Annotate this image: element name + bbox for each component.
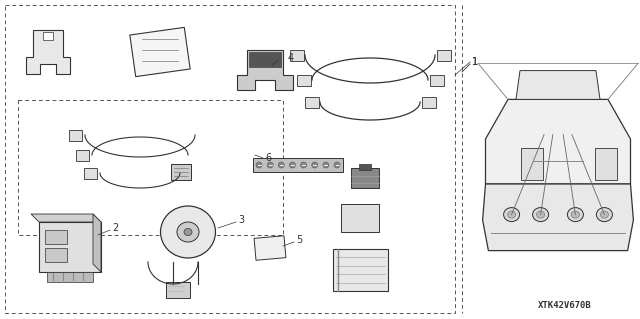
- Text: 1: 1: [472, 57, 478, 67]
- Bar: [18, 100, 283, 235]
- Circle shape: [301, 162, 307, 168]
- Ellipse shape: [596, 208, 612, 222]
- Bar: [254, 236, 286, 260]
- Bar: [595, 148, 617, 180]
- Ellipse shape: [600, 211, 609, 218]
- Ellipse shape: [177, 222, 199, 242]
- Ellipse shape: [572, 211, 579, 218]
- Text: 2: 2: [112, 223, 118, 233]
- Bar: [359, 164, 371, 170]
- FancyBboxPatch shape: [296, 75, 310, 85]
- Circle shape: [334, 162, 340, 168]
- Polygon shape: [486, 100, 630, 184]
- Bar: [333, 249, 387, 291]
- Circle shape: [312, 162, 317, 168]
- Bar: [43, 32, 53, 40]
- Circle shape: [278, 162, 284, 168]
- FancyBboxPatch shape: [429, 75, 444, 85]
- FancyBboxPatch shape: [76, 150, 88, 160]
- FancyBboxPatch shape: [422, 97, 435, 108]
- Bar: [166, 282, 190, 298]
- Ellipse shape: [508, 211, 516, 218]
- Text: 1: 1: [472, 57, 478, 67]
- Bar: [130, 27, 190, 77]
- Bar: [253, 158, 343, 172]
- Ellipse shape: [184, 228, 192, 235]
- FancyBboxPatch shape: [171, 164, 191, 180]
- Polygon shape: [93, 214, 101, 272]
- Ellipse shape: [161, 206, 216, 258]
- Bar: [351, 168, 379, 188]
- FancyBboxPatch shape: [83, 167, 97, 179]
- Circle shape: [323, 162, 329, 168]
- Circle shape: [256, 162, 262, 168]
- Ellipse shape: [504, 208, 520, 222]
- FancyBboxPatch shape: [305, 97, 319, 108]
- Circle shape: [267, 162, 273, 168]
- Bar: [45, 248, 67, 262]
- Bar: [47, 272, 93, 282]
- FancyBboxPatch shape: [68, 130, 81, 140]
- Bar: [45, 230, 67, 244]
- Ellipse shape: [568, 208, 584, 222]
- Polygon shape: [26, 30, 70, 74]
- Bar: [249, 52, 281, 67]
- Polygon shape: [31, 214, 101, 222]
- Text: XTK42V670B: XTK42V670B: [538, 300, 592, 309]
- Bar: [521, 148, 543, 180]
- Circle shape: [289, 162, 296, 168]
- Text: 4: 4: [288, 53, 294, 63]
- FancyBboxPatch shape: [289, 49, 303, 61]
- Text: 3: 3: [238, 215, 244, 225]
- Ellipse shape: [532, 208, 548, 222]
- Polygon shape: [483, 184, 634, 251]
- Ellipse shape: [536, 211, 545, 218]
- Text: 6: 6: [265, 153, 271, 163]
- Bar: [5, 5, 455, 313]
- Polygon shape: [237, 50, 293, 90]
- Polygon shape: [516, 70, 600, 100]
- Text: 5: 5: [296, 235, 302, 245]
- FancyBboxPatch shape: [436, 49, 451, 61]
- Bar: [341, 204, 379, 232]
- Bar: [39, 222, 101, 272]
